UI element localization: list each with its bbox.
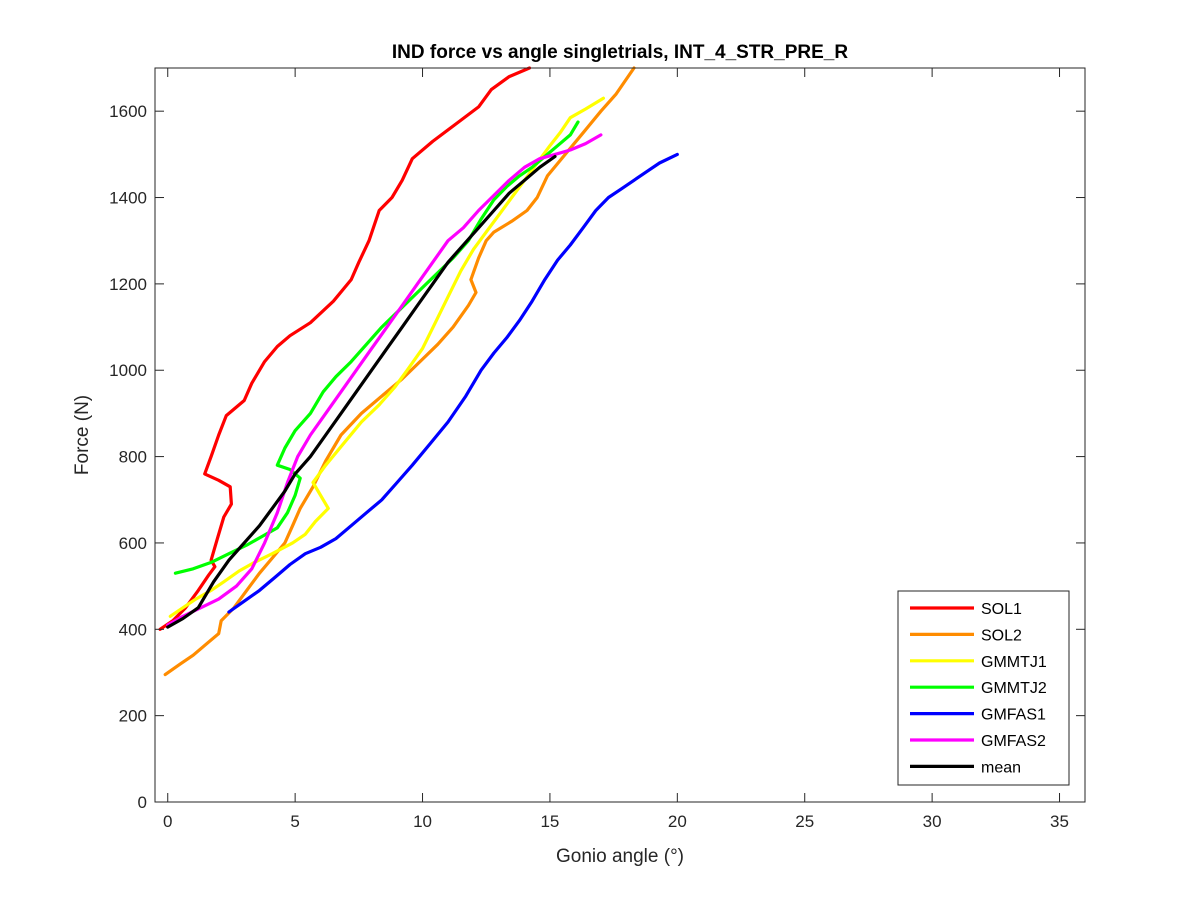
legend-label: GMFAS2 xyxy=(981,733,1046,750)
y-tick-label: 800 xyxy=(119,448,147,467)
y-tick-label: 1200 xyxy=(109,275,147,294)
chart-title: IND force vs angle singletrials, INT_4_S… xyxy=(392,42,848,63)
legend-label: GMMTJ2 xyxy=(981,680,1047,697)
y-tick-label: 200 xyxy=(119,707,147,726)
legend-label: mean xyxy=(981,759,1021,776)
x-tick-label: 10 xyxy=(413,812,432,831)
y-tick-label: 1400 xyxy=(109,189,147,208)
series-layer xyxy=(158,66,679,677)
y-tick-label: 400 xyxy=(119,620,147,639)
series-line-gmmtj1 xyxy=(168,96,606,618)
y-tick-label: 600 xyxy=(119,534,147,553)
series-line-gmfas2 xyxy=(166,133,603,627)
legend-label: GMFAS1 xyxy=(981,707,1046,724)
legend: SOL1 SOL2 GMMTJ1 GMMTJ2 GMFAS1 GMFAS2 mean xyxy=(897,590,1070,786)
y-tick-label: 1600 xyxy=(109,102,147,121)
series-line-gmfas1 xyxy=(227,152,679,614)
ticks-layer: 0 5 10 15 20 25 30 35 0 200 400 600 800 1000 1200 1400 1… xyxy=(109,68,1085,831)
legend-label: SOL2 xyxy=(981,627,1022,644)
plot-frame xyxy=(154,67,1086,803)
legend-label: SOL1 xyxy=(981,601,1022,618)
x-tick-label: 25 xyxy=(795,812,814,831)
y-axis-label: Force (N) xyxy=(72,395,93,475)
x-tick-label: 30 xyxy=(923,812,942,831)
series-line-mean xyxy=(166,154,557,629)
x-tick-label: 20 xyxy=(668,812,687,831)
x-tick-label: 35 xyxy=(1050,812,1069,831)
x-axis-label: Gonio angle (°) xyxy=(556,846,684,867)
y-tick-label: 0 xyxy=(138,793,147,812)
y-tick-label: 1000 xyxy=(109,361,147,380)
x-tick-label: 15 xyxy=(540,812,559,831)
x-tick-label: 0 xyxy=(163,812,172,831)
legend-label: GMMTJ1 xyxy=(981,654,1047,671)
x-tick-label: 5 xyxy=(290,812,299,831)
